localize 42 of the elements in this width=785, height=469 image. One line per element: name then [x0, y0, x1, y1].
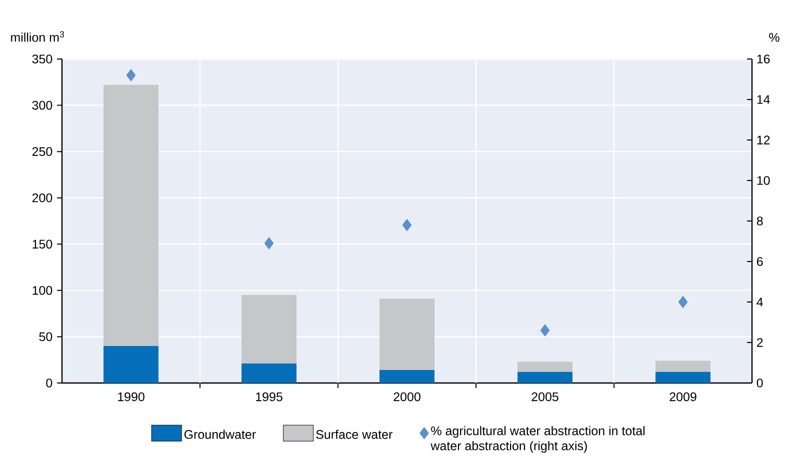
bar	[104, 84, 158, 346]
y2-tick-label: 10	[757, 176, 770, 185]
point	[540, 324, 550, 337]
y2-tick-label: 0	[756, 378, 763, 388]
y-tick-label: 250	[32, 147, 52, 156]
y-tick-label: 150	[32, 240, 52, 249]
y-tick-label: 300	[32, 100, 52, 110]
bar	[518, 372, 572, 383]
x-tick-label: 2005	[532, 392, 558, 402]
y2-axis-title: %	[769, 33, 780, 42]
y-tick-label: 350	[32, 54, 52, 64]
y-tick-label: 100	[32, 286, 52, 295]
point	[126, 69, 136, 82]
legend-label: Groundwater	[184, 430, 256, 439]
point	[678, 296, 688, 308]
x-tick-label: 2000	[394, 392, 420, 402]
y-tick-label: 50	[39, 332, 52, 342]
y2-tick-label: 12	[757, 136, 770, 144]
y2-tick-label: 8	[756, 216, 763, 226]
bar	[104, 346, 158, 383]
point	[402, 218, 412, 232]
x-tick-label: 1995	[256, 392, 282, 402]
x-tick-label: 1990	[118, 392, 144, 402]
bar	[656, 360, 710, 372]
y2-tick-label: 2	[756, 338, 763, 347]
bar	[380, 370, 434, 383]
y2-tick-label: 14	[757, 95, 770, 104]
legend-label: Surface water	[316, 430, 392, 439]
bar	[518, 362, 572, 372]
y2-tick-label: 4	[756, 298, 763, 306]
y2-tick-label: 6	[756, 257, 763, 266]
y-axis-title: million m$^{3}$	[11, 31, 64, 42]
bar	[380, 298, 434, 370]
bar	[242, 364, 296, 383]
bar	[242, 295, 296, 364]
x-tick-label: 2009	[670, 392, 696, 402]
bar	[656, 372, 710, 383]
y2-tick-label: 16	[757, 54, 770, 64]
y-tick-label: 200	[32, 193, 52, 202]
y-tick-label: 0	[46, 378, 52, 388]
legend-label: % agricultural water abstraction in total water abstraction (right axis)	[430, 426, 645, 453]
point	[264, 237, 274, 250]
